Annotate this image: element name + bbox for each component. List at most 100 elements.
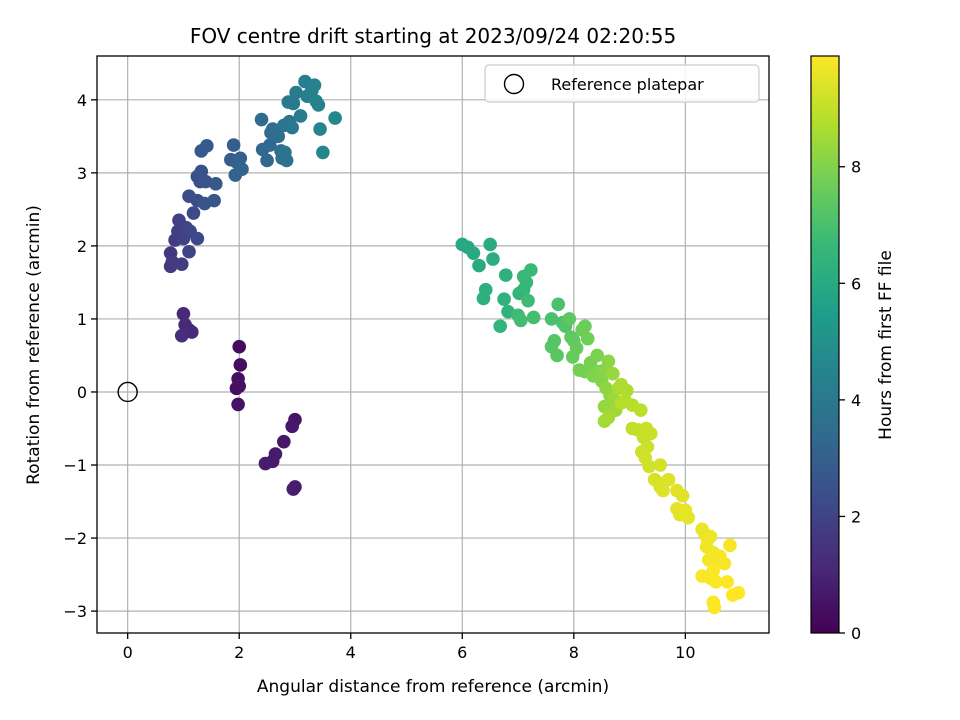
x-tick-label: 0 — [123, 643, 133, 662]
data-point — [311, 98, 326, 112]
data-point — [601, 354, 616, 369]
data-point — [285, 419, 299, 434]
x-tick-label: 4 — [346, 643, 356, 662]
x-axis-ticks: 0 2 4 6 8 10 — [123, 633, 696, 662]
x-tick-label: 2 — [234, 643, 244, 662]
data-point — [271, 129, 286, 144]
data-point — [277, 434, 291, 449]
y-tick-label: 0 — [77, 383, 87, 402]
data-point — [656, 483, 670, 498]
data-point — [258, 456, 273, 471]
data-point — [562, 312, 577, 326]
y-tick-label: −2 — [63, 529, 87, 548]
data-point — [208, 177, 223, 191]
data-point — [707, 600, 722, 615]
data-point — [232, 379, 247, 393]
data-point — [493, 319, 508, 334]
data-point — [498, 268, 513, 282]
data-point — [176, 307, 191, 321]
data-point — [232, 339, 247, 354]
legend-frame — [484, 64, 760, 103]
data-point — [514, 313, 528, 328]
data-point — [675, 488, 690, 503]
data-point — [182, 244, 196, 259]
data-point — [254, 112, 269, 127]
y-tick-label: −3 — [63, 602, 87, 621]
data-point — [606, 366, 620, 381]
data-point — [590, 348, 605, 363]
colorbar-gradient — [810, 55, 840, 634]
data-point — [286, 96, 301, 111]
data-point — [703, 529, 718, 544]
data-point — [313, 122, 327, 136]
legend-marker-icon — [503, 73, 525, 95]
colorbar-tick-label: 6 — [851, 274, 861, 293]
data-point — [486, 252, 500, 266]
colorbar-tick-label: 8 — [851, 158, 861, 177]
data-point — [263, 138, 277, 152]
data-point — [231, 397, 245, 412]
colorbar-tick-label: 2 — [851, 507, 861, 526]
data-point — [578, 319, 592, 334]
data-point — [706, 564, 721, 578]
data-point — [472, 258, 486, 273]
y-axis-ticks: −3 −2 −1 0 1 2 3 4 — [63, 91, 97, 621]
data-point — [497, 292, 511, 307]
scatter-points — [163, 74, 746, 615]
x-tick-label: 10 — [675, 643, 695, 662]
data-point — [182, 189, 196, 204]
colorbar-tick-label: 4 — [851, 391, 861, 410]
data-point — [731, 586, 746, 600]
x-tick-label: 6 — [457, 643, 467, 662]
data-point — [200, 139, 214, 153]
data-point — [286, 482, 301, 496]
data-point — [174, 257, 189, 271]
data-point — [544, 312, 559, 326]
data-point — [717, 556, 732, 571]
data-point — [597, 399, 612, 414]
colorbar: 0 2 4 6 8 Hours from first FF file — [810, 55, 896, 643]
x-tick-label: 8 — [569, 643, 579, 662]
reference-marker — [117, 381, 138, 403]
y-tick-label: 4 — [77, 91, 87, 110]
data-point — [289, 85, 303, 100]
grid-lines — [97, 56, 769, 633]
data-point — [233, 151, 248, 166]
data-point — [328, 111, 342, 125]
y-tick-label: 3 — [77, 164, 87, 183]
data-point — [653, 458, 668, 472]
plot-frame — [96, 55, 770, 634]
data-point — [285, 120, 299, 135]
y-tick-label: −1 — [63, 456, 87, 475]
data-point — [524, 263, 538, 277]
data-point — [723, 538, 737, 553]
data-point — [642, 459, 656, 474]
legend-box: Reference platepar — [484, 64, 760, 103]
data-point — [709, 575, 723, 589]
data-point — [235, 162, 249, 177]
data-point — [293, 109, 308, 123]
data-point — [186, 206, 201, 220]
y-tick-label: 1 — [77, 310, 87, 329]
data-point — [316, 145, 330, 160]
data-point — [233, 358, 248, 372]
data-point — [483, 237, 497, 252]
data-point — [614, 396, 629, 410]
x-axis-label: Angular distance from reference (arcmin) — [257, 677, 609, 697]
data-point — [619, 383, 634, 398]
data-point — [565, 350, 580, 364]
data-point — [190, 231, 205, 246]
data-point — [207, 193, 221, 208]
data-point — [633, 403, 648, 418]
data-point — [720, 575, 734, 589]
data-point — [681, 510, 695, 525]
data-point — [278, 145, 292, 160]
data-point — [550, 348, 564, 363]
data-point — [226, 138, 241, 152]
data-point — [643, 426, 658, 441]
data-point — [661, 472, 676, 487]
y-tick-label: 2 — [77, 237, 87, 256]
data-point — [194, 164, 209, 179]
data-point — [526, 310, 541, 325]
